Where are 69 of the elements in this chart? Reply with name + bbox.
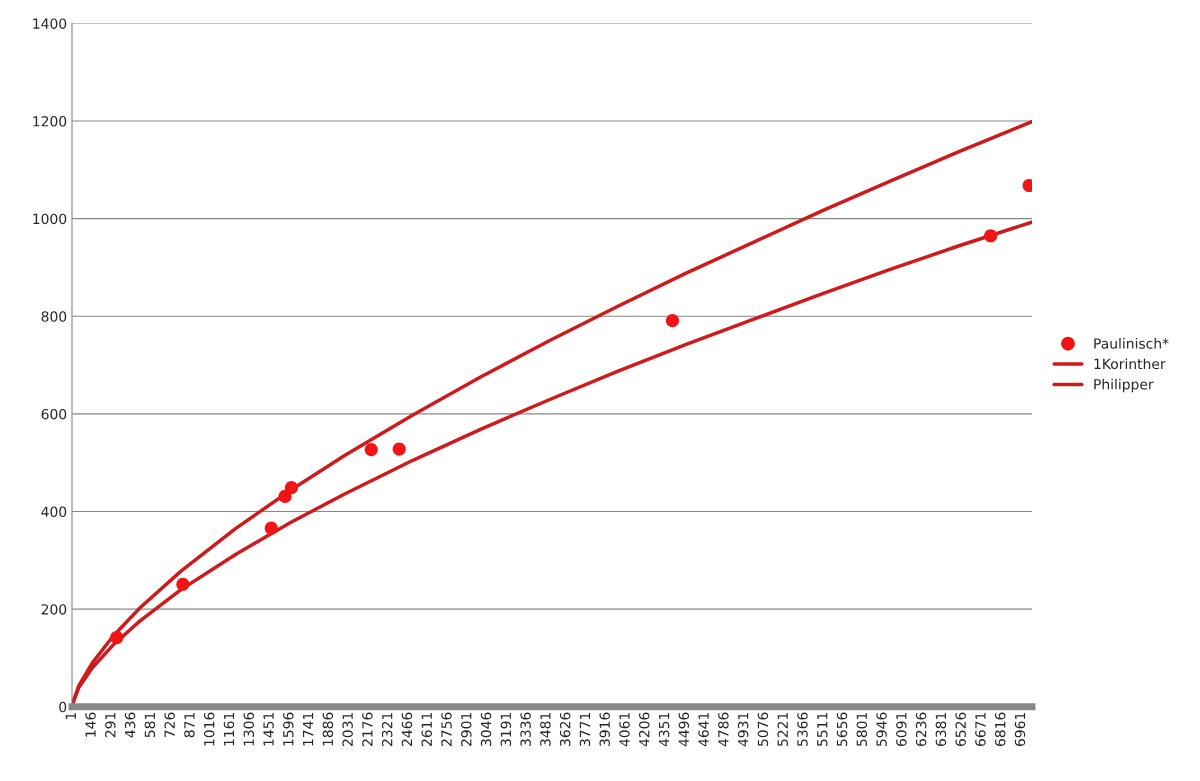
- x-tick-label: 5366: [797, 712, 808, 746]
- x-tick-label: 1596: [283, 712, 294, 746]
- y-tick-label: 1000: [33, 213, 67, 225]
- y-tick-label: 600: [41, 408, 67, 420]
- x-tick-label: 2176: [362, 712, 373, 746]
- x-tick-label: 1451: [263, 712, 274, 746]
- x-tick-label: 6381: [935, 712, 947, 747]
- x-tick-label: 4496: [678, 712, 690, 747]
- x-tick-label: 5511: [817, 712, 828, 746]
- point: [110, 630, 124, 645]
- y-tick-label: 200: [41, 604, 67, 615]
- x-tick-label: 3481: [540, 712, 551, 746]
- x-tick-label: 2611: [421, 712, 432, 746]
- x-tick-label: 146: [85, 712, 96, 737]
- point: [284, 481, 299, 495]
- x-tick-label: 6961: [1014, 712, 1026, 747]
- x-tick-label: 1161: [223, 712, 235, 746]
- x-tick-label: 4641: [698, 712, 709, 747]
- x-tick-label: 1741: [303, 712, 314, 746]
- x-tick-label: 871: [184, 712, 195, 738]
- x-tick-label: 1306: [243, 712, 255, 746]
- x-tick-label: 2321: [381, 712, 393, 746]
- x-tick-label: 3046: [480, 712, 492, 746]
- x-tick-label: 2756: [441, 712, 452, 746]
- x-tick-label: 4786: [718, 712, 729, 747]
- x-tick-label: 3191: [500, 712, 512, 746]
- x-tick-label: 6671: [975, 712, 986, 747]
- legend-label: Philipper: [1094, 378, 1154, 393]
- x-tick-label: 6091: [896, 712, 907, 747]
- x-tick-label: 4931: [737, 712, 749, 747]
- x-tick-label: 2466: [401, 712, 413, 746]
- x-tick-label: 3336: [520, 712, 531, 746]
- point: [984, 229, 998, 243]
- x-tick-label: 3916: [599, 712, 610, 746]
- x-tick-label: 1: [65, 712, 76, 719]
- x-tick-label: 3626: [559, 712, 571, 746]
- y-tick-label: 800: [41, 311, 67, 322]
- x-tick-label: 291: [105, 712, 116, 738]
- x-tick-label: 1886: [322, 712, 334, 746]
- x-tick-label: 6526: [955, 712, 966, 747]
- x-tick-label: 5656: [836, 712, 848, 746]
- x-tick-label: 5801: [856, 712, 868, 746]
- point: [278, 489, 292, 504]
- point: [264, 521, 278, 535]
- point: [364, 442, 378, 457]
- legend-label: 1Korinther: [1094, 358, 1166, 370]
- x-tick-label: 1016: [203, 712, 215, 746]
- x-tick-label: 5946: [876, 712, 887, 746]
- x-tick-label: 5076: [757, 712, 769, 746]
- point: [392, 442, 406, 456]
- x-tick-label: 5221: [777, 712, 788, 746]
- x-tick-label: 436: [124, 712, 136, 738]
- x-tick-label: 6236: [915, 712, 927, 747]
- y-tick-label: 1400: [33, 18, 67, 29]
- point: [176, 577, 190, 591]
- x-tick-label: 4351: [658, 712, 670, 747]
- x-tick-label: 3771: [579, 712, 591, 746]
- x-tick-label: 4206: [639, 712, 650, 747]
- legend-label: Paulinisch*: [1094, 338, 1169, 349]
- y-tick-label: 1200: [33, 116, 67, 127]
- x-tick-label: 726: [164, 712, 175, 738]
- point: [665, 314, 680, 328]
- x-tick-label: 581: [144, 712, 156, 738]
- x-tick-label: 6816: [994, 712, 1006, 747]
- x-tick-label: 2901: [461, 712, 472, 746]
- x-tick-label: 2031: [342, 712, 353, 746]
- y-tick-label: 0: [59, 701, 67, 713]
- y-tick-label: 400: [41, 506, 67, 518]
- x-tick-label: 4061: [619, 712, 630, 747]
